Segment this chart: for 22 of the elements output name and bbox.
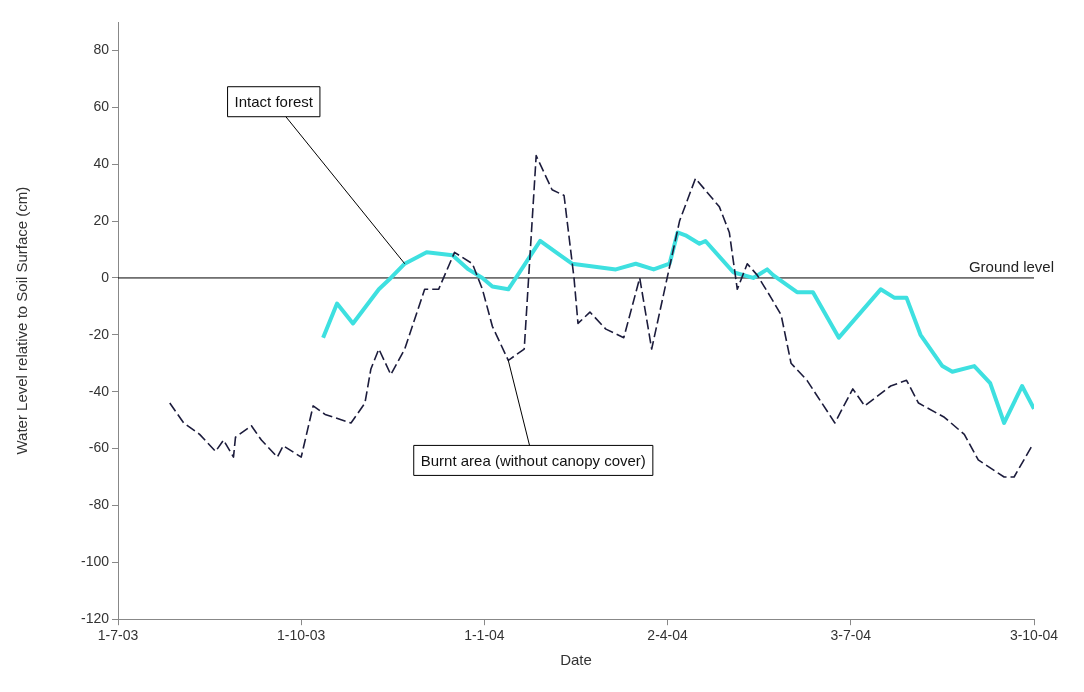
x-axis-title: Date [560, 651, 592, 669]
x-tick-label: 1-7-03 [97, 627, 139, 644]
x-tick-label: 3-7-04 [830, 627, 872, 644]
y-tick-label: 20 [93, 211, 110, 228]
x-tick-label: 1-1-04 [464, 627, 505, 644]
y-tick-label: -40 [88, 382, 110, 399]
y-tick-label: -80 [88, 496, 110, 513]
y-tick-label: 0 [101, 268, 110, 285]
annotation: Intact forest [234, 92, 314, 110]
y-tick-label: 60 [93, 98, 110, 115]
y-tick-label: -100 [80, 553, 110, 570]
y-tick-label: -20 [88, 325, 110, 342]
y-tick-label: 40 [93, 155, 110, 172]
y-axis-title: Water Level relative to Soil Surface (cm) [13, 186, 31, 455]
y-tick-label: -60 [88, 439, 110, 456]
annotation: Burnt area (without canopy cover) [420, 451, 646, 469]
y-tick-label: -120 [80, 610, 110, 627]
x-tick-label: 1-10-03 [277, 627, 326, 644]
ref-line-label: Ground level [968, 257, 1054, 275]
y-tick-label: 80 [93, 41, 110, 58]
x-tick-label: 3-10-04 [1009, 627, 1059, 644]
x-tick-label: 2-4-04 [647, 627, 689, 644]
